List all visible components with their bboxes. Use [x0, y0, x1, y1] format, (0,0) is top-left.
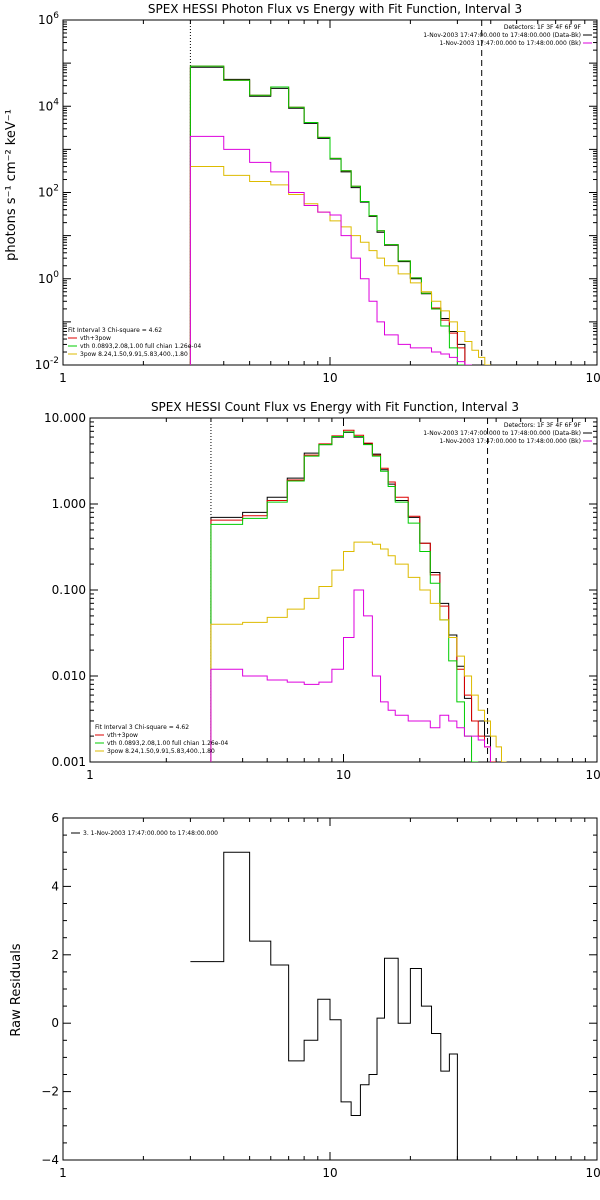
photon-flux-series-2 [189, 65, 472, 365]
residuals-y-tick-label: −4 [41, 1153, 59, 1167]
residuals-series-0 [190, 851, 458, 1160]
residuals-y-label: Raw Residuals [9, 943, 24, 1036]
count-flux-legend-entry: 1-Nov-2003 17:47:00.000 to 17:48:00.000 … [423, 430, 581, 437]
photon-flux-y-tick-exp: 0 [53, 270, 59, 280]
photon-flux-y-tick-label: 102 [38, 184, 59, 200]
residuals-legend-entry: 3. 1-Nov-2003 17:47:00.000 to 17:48:00.0… [83, 830, 218, 837]
photon-flux-series-4 [189, 135, 472, 365]
photon-flux-y-tick-exp: 6 [53, 11, 59, 21]
photon-flux-title: SPEX HESSI Photon Flux vs Energy with Fi… [148, 2, 522, 16]
count-flux-x-tick-label: 10 [336, 768, 351, 782]
photon-flux-y-tick-base: 10 [38, 272, 53, 286]
count-flux-y-tick-label: 0.100 [52, 583, 86, 597]
photon-flux-y-tick-exp: 4 [53, 97, 59, 107]
photon-flux-y-tick-label: 106 [38, 11, 59, 27]
residuals-x-tick-label: 10 [322, 1166, 337, 1180]
photon-flux-y-tick-base: 10 [38, 13, 53, 27]
count-flux-legend-entry: vth+3pow [107, 732, 138, 739]
photon-flux-y-tick-base: 10 [38, 186, 53, 200]
photon-flux-y-tick-exp: -2 [50, 356, 59, 366]
count-flux-y-tick-label: 0.010 [52, 669, 86, 683]
photon-flux-y-tick-base: 10 [35, 358, 50, 372]
residuals-x-tick-label: 100 [586, 1166, 600, 1180]
residuals-panel: Raw Residuals 1 10 100 −4 −2 0 2 4 6 3. 1-Nov-200… [9, 811, 600, 1180]
photon-flux-series-3 [189, 166, 491, 365]
count-flux-y-tick-label: 0.001 [52, 755, 86, 769]
residuals-y-tick-label: 6 [51, 811, 59, 825]
photon-flux-y-tick-label: 104 [38, 97, 59, 113]
photon-flux-y-label: photons s⁻¹ cm⁻² keV⁻¹ [4, 109, 19, 261]
photon-flux-legend-entry: Fit Interval 3 Chi-square = 4.62 [68, 327, 162, 334]
count-flux-legend-entry: Fit Interval 3 Chi-square = 4.62 [95, 724, 189, 731]
residuals-y-tick-label: 0 [51, 1016, 59, 1030]
count-flux-legend-entry: 3pow 8.24,1.50,9.91,5.83,400.,1.80 [107, 748, 215, 755]
residuals-x-tick-label: 1 [59, 1166, 67, 1180]
photon-flux-x-tick-label: 1 [59, 371, 67, 385]
count-flux-legend-entry: Detectors: 1F 3F 4F 6F 9F [504, 422, 582, 429]
residuals-y-tick-label: 4 [51, 879, 59, 893]
count-flux-series-3 [210, 541, 507, 762]
count-flux-x-tick-label: 1 [86, 768, 94, 782]
photon-flux-y-tick-exp: 2 [53, 184, 59, 194]
photon-flux-legend-entry: vth 0.0893,2.08,1.00 full chian 1.26e-04 [80, 343, 201, 350]
photon-flux-legend-entry: 1-Nov-2003 17:47:00.000 to 17:48:00.000 … [423, 32, 581, 39]
photon-flux-panel: SPEX HESSI Photon Flux vs Energy with Fi… [4, 2, 600, 385]
residuals-y-tick-label: 2 [51, 948, 59, 962]
count-flux-series-1 [210, 429, 497, 762]
photon-flux-y-tick-label: 10-2 [35, 356, 59, 372]
count-flux-legend-entry: vth 0.0893,2.08,1.00 full chian 1.26e-04 [107, 740, 228, 747]
photon-flux-y-tick-base: 10 [38, 99, 53, 113]
count-flux-legend-entry: 1-Nov-2003 17:47:00.000 to 17:48:00.000 … [439, 438, 581, 445]
count-flux-x-tick-label: 100 [586, 768, 600, 782]
photon-flux-legend-entry: vth+3pow [80, 335, 111, 342]
count-flux-panel: SPEX HESSI Count Flux vs Energy with Fit… [44, 400, 600, 782]
photon-flux-y-tick-label: 100 [38, 270, 59, 286]
photon-flux-x-tick-label: 100 [586, 371, 600, 385]
photon-flux-x-tick-label: 10 [322, 371, 337, 385]
count-flux-y-tick-label: 1.000 [52, 497, 86, 511]
photon-flux-legend-entry: 1-Nov-2003 17:47:00.000 to 17:48:00.000 … [439, 40, 581, 47]
residuals-y-tick-label: −2 [41, 1085, 59, 1099]
count-flux-series-4 [210, 589, 491, 762]
count-flux-title: SPEX HESSI Count Flux vs Energy with Fit… [151, 400, 519, 414]
photon-flux-legend-entry: 3pow 8.24,1.50,9.91,5.83,400.,1.80 [80, 351, 188, 358]
count-flux-y-tick-label: 10.000 [44, 411, 86, 425]
photon-flux-legend-entry: Detectors: 1F 3F 4F 6F 9F [504, 24, 582, 31]
